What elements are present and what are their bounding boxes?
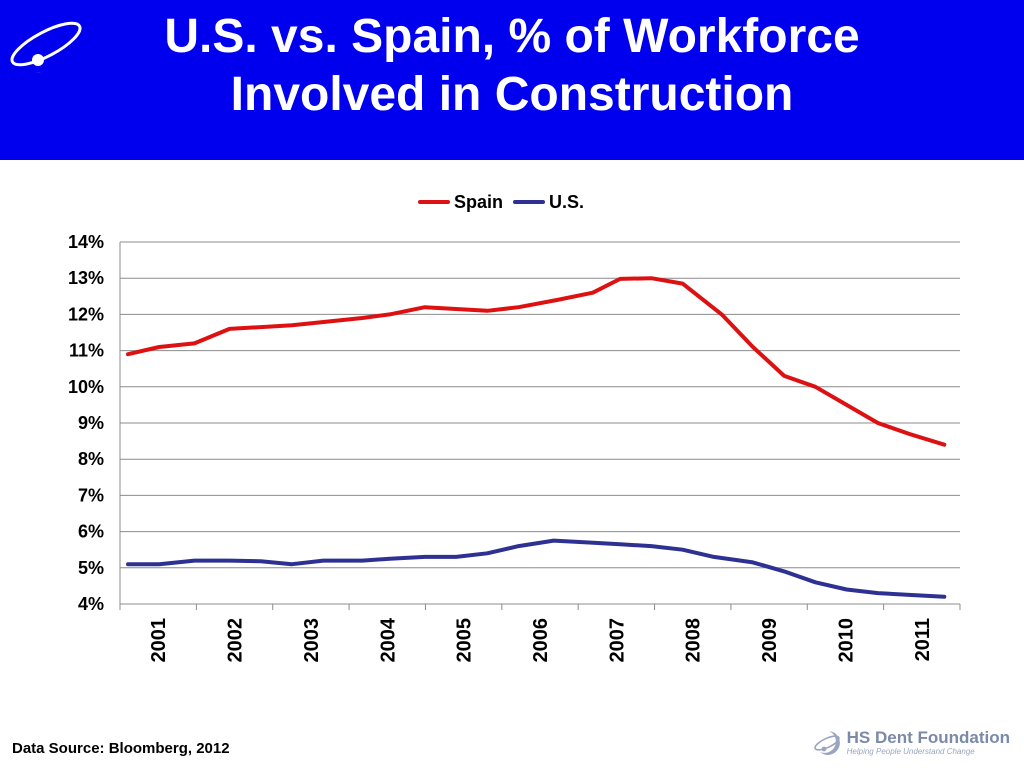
x-tick-label: 2006 (530, 618, 552, 663)
legend-swatch-spain (418, 200, 450, 204)
y-tick-label: 5% (78, 558, 104, 578)
y-tick-label: 6% (78, 522, 104, 542)
brand-tagline: Helping People Understand Change (846, 747, 975, 756)
title-line-2: Involved in Construction (230, 68, 794, 121)
orbit-logo-icon (813, 731, 840, 755)
x-tick-label: 2007 (606, 618, 628, 663)
y-tick-label: 12% (68, 304, 104, 324)
legend-item-us: U.S. (513, 192, 584, 213)
orbit-logo-icon (10, 10, 82, 73)
y-tick-label: 8% (78, 449, 104, 469)
x-tick-label: 2010 (835, 618, 857, 663)
title-bar: U.S. vs. Spain, % of Workforce Involved … (0, 0, 1024, 160)
page-title: U.S. vs. Spain, % of Workforce Involved … (0, 8, 1024, 124)
legend-label-spain: Spain (454, 191, 504, 212)
y-tick-label: 13% (68, 268, 104, 288)
y-tick-label: 9% (78, 413, 104, 433)
title-line-1: U.S. vs. Spain, % of Workforce (164, 10, 860, 63)
brand-name: HS Dent Foundation (846, 728, 1010, 747)
y-tick-label: 10% (68, 377, 104, 397)
x-tick-label: 2009 (759, 618, 781, 663)
data-source-note: Data Source: Bloomberg, 2012 (12, 740, 230, 757)
legend-swatch-us (513, 200, 546, 204)
chart-legend: Spain U.S. (418, 190, 594, 214)
x-tick-label: 2008 (683, 618, 705, 663)
x-tick-label: 2003 (301, 618, 323, 663)
x-tick-label: 2002 (225, 618, 247, 663)
x-tick-label: 2005 (454, 618, 476, 663)
y-tick-label: 11% (69, 341, 104, 361)
y-tick-label: 4% (78, 594, 104, 614)
y-tick-label: 14% (68, 232, 104, 252)
series-line-us (126, 538, 947, 599)
x-tick-label: 2011 (912, 618, 934, 661)
legend-item-spain: Spain (418, 192, 503, 213)
y-tick-label: 7% (78, 485, 104, 505)
series-line-spain (126, 276, 947, 447)
x-tick-label: 2004 (377, 617, 399, 662)
brand-logo: HS Dent Foundation Helping People Unders… (813, 728, 1010, 758)
legend-label-us: U.S. (549, 191, 585, 212)
line-chart: 4% 5% 6% 7% 8% 9% 10% 11% 12% 13% 14% 2001 2002 2003 2… (68, 232, 961, 663)
x-tick-label: 2001 (148, 618, 170, 663)
